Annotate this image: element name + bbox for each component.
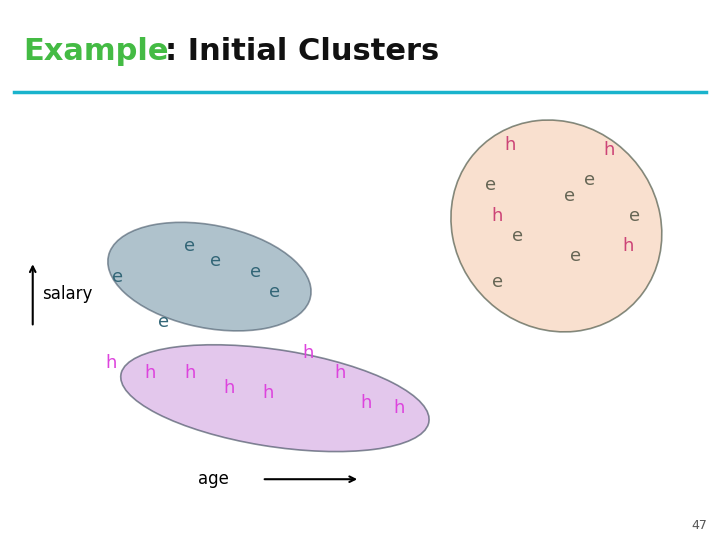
Text: h: h: [263, 384, 274, 402]
Text: Clustering: Clustering: [145, 10, 215, 24]
Text: salary: salary: [42, 285, 93, 303]
Text: e: e: [485, 177, 497, 194]
Text: e: e: [629, 207, 641, 225]
Text: h: h: [505, 136, 516, 154]
Text: e: e: [564, 186, 575, 205]
Text: e: e: [184, 237, 195, 255]
Ellipse shape: [108, 222, 311, 331]
Ellipse shape: [121, 345, 429, 451]
Text: h: h: [145, 364, 156, 382]
Text: age: age: [198, 470, 229, 488]
Text: h: h: [106, 354, 117, 372]
Text: 47: 47: [691, 519, 707, 532]
Ellipse shape: [451, 120, 662, 332]
Text: Example: Example: [23, 37, 168, 66]
Text: h: h: [335, 364, 346, 382]
Text: e: e: [112, 268, 123, 286]
Text: e: e: [570, 247, 582, 265]
Text: h: h: [492, 207, 503, 225]
Text: h: h: [361, 394, 372, 412]
Text: h: h: [223, 379, 235, 397]
Text: e: e: [492, 273, 503, 291]
Text: Point Assignment: Point Assignment: [480, 10, 600, 24]
Text: e: e: [158, 313, 169, 331]
Text: e: e: [583, 171, 595, 190]
Text: : Initial Clusters: : Initial Clusters: [165, 37, 439, 66]
Text: h: h: [603, 141, 614, 159]
Text: e: e: [250, 262, 261, 281]
Text: e: e: [511, 227, 523, 245]
Text: e: e: [210, 252, 222, 271]
Text: h: h: [623, 237, 634, 255]
Text: e: e: [269, 283, 281, 301]
Text: h: h: [394, 399, 405, 417]
Text: h: h: [184, 364, 196, 382]
Text: h: h: [302, 343, 313, 362]
